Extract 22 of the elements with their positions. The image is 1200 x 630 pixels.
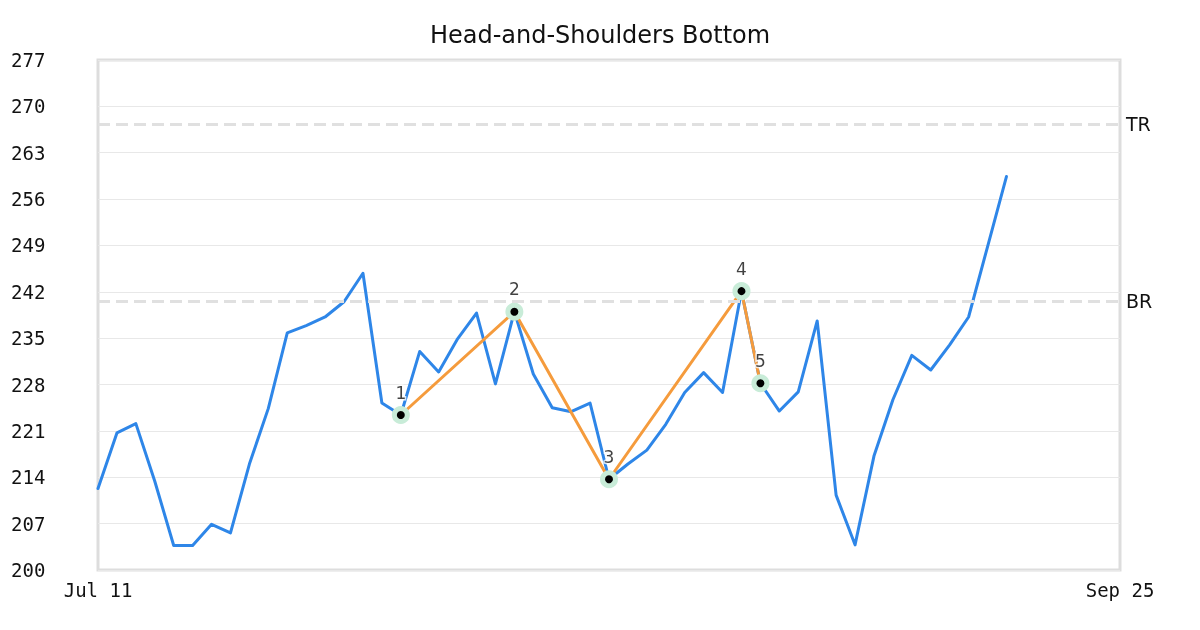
x-tick-label: Sep 25 xyxy=(1085,578,1155,601)
y-tick-label: 221 xyxy=(11,419,46,442)
y-tick-label: 228 xyxy=(11,373,46,396)
x-tick-label: Jul 11 xyxy=(63,578,133,601)
annotation: 2 xyxy=(508,279,520,300)
y-tick-label: 235 xyxy=(11,327,46,350)
y-tick-label: 270 xyxy=(11,95,46,118)
chart-title: Head-and-Shoulders Bottom xyxy=(429,21,771,49)
y-tick-label: 200 xyxy=(11,559,46,581)
ref-line-label: TR xyxy=(1125,113,1151,136)
y-tick-label: 256 xyxy=(11,188,46,211)
y-tick-label: 214 xyxy=(11,466,46,489)
annotation: 1 xyxy=(395,382,407,403)
ref-line-label: BR xyxy=(1126,290,1153,313)
y-tick-label: 277 xyxy=(11,49,46,71)
y-tick-label: 249 xyxy=(11,234,46,257)
y-tick-label: 242 xyxy=(11,280,46,303)
annotation: 3 xyxy=(603,446,615,467)
y-tick-label: 263 xyxy=(11,141,46,164)
annotation: 4 xyxy=(736,258,747,279)
line-series xyxy=(96,175,1008,547)
y-tick-label: 207 xyxy=(11,512,46,535)
